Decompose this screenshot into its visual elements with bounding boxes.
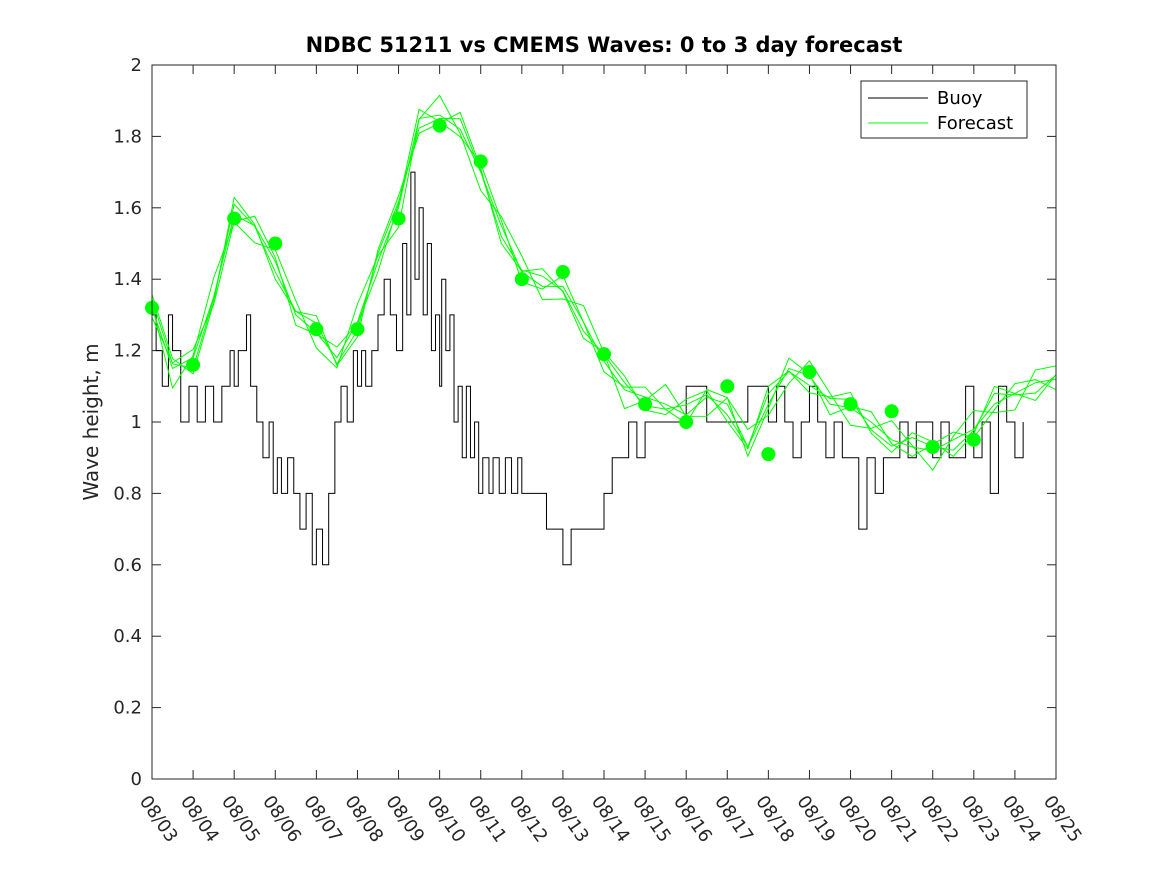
x-tick-label: 08/07	[299, 792, 346, 847]
legend-box	[860, 80, 1028, 139]
series-line-forecast	[151, 114, 1057, 452]
y-tick-label: 1.2	[113, 341, 142, 362]
forecast-point	[720, 379, 735, 394]
x-tick-label: 08/19	[792, 792, 839, 847]
forecast-point	[638, 397, 653, 412]
forecast-point	[227, 211, 242, 226]
x-tick-label: 08/15	[628, 792, 675, 847]
x-tick-label: 08/11	[464, 792, 511, 847]
tick-marks	[151, 64, 1057, 780]
forecast-point	[514, 272, 529, 287]
x-tick-labels: 08/0308/0408/0508/0608/0708/0808/0908/10…	[135, 792, 1086, 847]
y-tick-label: 1	[131, 412, 142, 433]
forecast-point	[761, 447, 776, 462]
x-tick-label: 08/14	[587, 792, 634, 847]
forecast-point	[966, 432, 981, 447]
y-tick-label: 0.4	[113, 626, 142, 647]
y-tick-label: 0	[131, 769, 142, 790]
forecast-point	[802, 365, 817, 380]
forecast-point	[679, 415, 694, 429]
y-tick-labels: 0 0.2 0.4 0.6 0.8 1 1.2 1.4 1.6 1.8 2	[113, 55, 142, 790]
forecast-point	[350, 322, 365, 337]
y-tick-label: 1.8	[113, 126, 142, 147]
forecast-point	[555, 265, 570, 280]
x-tick-label: 08/04	[176, 792, 223, 847]
legend-label-buoy: Buoy	[937, 88, 983, 109]
y-tick-label: 2	[131, 55, 142, 76]
forecast-point	[309, 322, 324, 337]
series-line-buoy	[152, 171, 1024, 566]
forecast-point	[268, 236, 283, 251]
forecast-point	[597, 347, 611, 362]
x-tick-label: 08/10	[423, 792, 470, 847]
y-tick-label: 0.8	[113, 483, 142, 504]
x-tick-label: 08/03	[135, 792, 182, 847]
x-tick-label: 08/22	[916, 792, 963, 847]
x-tick-label: 08/18	[751, 792, 798, 847]
y-tick-label: 1.4	[113, 269, 142, 290]
x-tick-label: 08/24	[998, 792, 1045, 847]
forecast-point	[843, 397, 858, 412]
x-tick-label: 08/20	[833, 792, 880, 847]
forecast-point	[884, 404, 899, 419]
y-tick-label: 0.6	[113, 555, 142, 576]
series-layer	[145, 94, 1057, 566]
forecast-point	[186, 357, 201, 372]
forecast-point	[391, 211, 406, 226]
forecast-point	[432, 118, 447, 133]
x-tick-label: 08/25	[1039, 792, 1086, 847]
x-tick-label: 08/17	[710, 792, 757, 847]
x-tick-label: 08/23	[957, 792, 1004, 847]
forecast-point	[925, 439, 940, 454]
x-tick-label: 08/12	[505, 792, 552, 847]
chart-title: NDBC 51211 vs CMEMS Waves: 0 to 3 day fo…	[306, 33, 903, 57]
forecast-point	[473, 154, 488, 169]
x-tick-label: 08/21	[875, 792, 922, 847]
x-tick-label: 08/05	[217, 792, 264, 847]
x-tick-label: 08/06	[258, 792, 305, 847]
x-tick-label: 08/08	[340, 792, 387, 847]
y-tick-label: 1.6	[113, 198, 142, 219]
x-tick-label: 08/09	[381, 792, 428, 847]
plot-frame	[151, 64, 1057, 780]
y-tick-label: 0.2	[113, 698, 142, 719]
x-tick-label: 08/13	[546, 792, 593, 847]
legend-label-forecast: Forecast	[937, 113, 1013, 134]
series-line-forecast	[151, 108, 1057, 458]
y-axis-label: Wave height, m	[79, 343, 103, 500]
x-tick-label: 08/16	[669, 792, 716, 847]
legend: Buoy Forecast	[860, 80, 1028, 139]
